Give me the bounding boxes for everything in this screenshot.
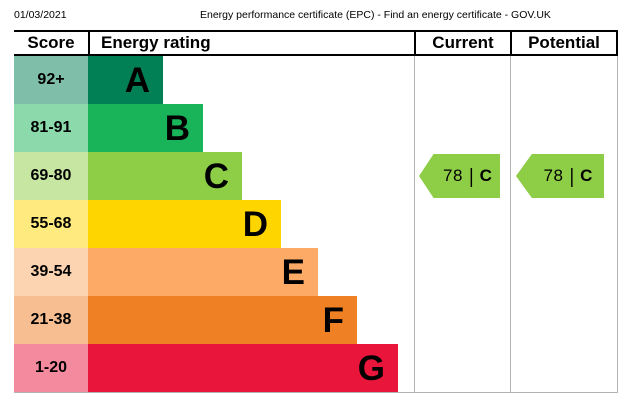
rating-band-row: 55-68 D bbox=[14, 200, 618, 248]
rating-band-row: 81-91 B bbox=[14, 104, 618, 152]
column-header-potential: Potential bbox=[510, 32, 618, 54]
band-letter: F bbox=[322, 300, 344, 340]
band-score-range: 55-68 bbox=[14, 200, 88, 248]
band-bar: B bbox=[88, 104, 203, 152]
band-letter: G bbox=[357, 348, 385, 388]
rating-band-row: 69-80 C bbox=[14, 152, 618, 200]
band-bar: C bbox=[88, 152, 242, 200]
band-bar: D bbox=[88, 200, 281, 248]
band-bar: F bbox=[88, 296, 357, 344]
rating-rows: 92+ A 81-91 B 69-80 C 55-68 D 39-54 E 21… bbox=[14, 56, 618, 393]
rating-band-row: 39-54 E bbox=[14, 248, 618, 296]
column-header-energy-rating: Energy rating bbox=[88, 32, 414, 54]
band-score-range: 1-20 bbox=[14, 344, 88, 392]
print-date: 01/03/2021 bbox=[14, 9, 67, 21]
chart-bottom-border bbox=[14, 392, 618, 393]
rating-band-row: 21-38 F bbox=[14, 296, 618, 344]
potential-rating-arrow: 78 | C bbox=[516, 154, 604, 198]
band-score-range: 81-91 bbox=[14, 104, 88, 152]
print-page-title: Energy performance certificate (EPC) - F… bbox=[200, 9, 551, 21]
rating-band-row: 1-20 G bbox=[14, 344, 618, 392]
band-letter: D bbox=[242, 204, 268, 244]
band-score-range: 39-54 bbox=[14, 248, 88, 296]
band-score-range: 21-38 bbox=[14, 296, 88, 344]
band-score-range: 69-80 bbox=[14, 152, 88, 200]
potential-rating-value: 78 bbox=[543, 166, 564, 185]
band-letter: A bbox=[124, 60, 150, 100]
current-rating-band: C bbox=[479, 166, 492, 185]
column-header-current: Current bbox=[414, 32, 510, 54]
current-rating-value: 78 bbox=[443, 166, 463, 185]
chart-right-border bbox=[617, 56, 618, 392]
band-bar: A bbox=[88, 56, 163, 104]
band-bar: E bbox=[88, 248, 318, 296]
band-letter: E bbox=[281, 252, 305, 292]
band-letter: C bbox=[203, 156, 229, 196]
rating-band-row: 92+ A bbox=[14, 56, 618, 104]
band-bar: G bbox=[88, 344, 398, 392]
epc-rating-chart: Score Energy rating Current Potential 92… bbox=[14, 30, 618, 393]
current-rating-divider: | bbox=[468, 163, 474, 187]
band-score-range: 92+ bbox=[14, 56, 88, 104]
band-letter: B bbox=[164, 108, 190, 148]
divider-current-potential bbox=[510, 56, 511, 392]
divider-energy-current bbox=[414, 56, 415, 392]
current-rating-arrow: 78 | C bbox=[419, 154, 500, 198]
chart-header-row: Score Energy rating Current Potential bbox=[14, 30, 618, 56]
potential-rating-band: C bbox=[580, 166, 593, 185]
potential-rating-divider: | bbox=[569, 163, 575, 187]
column-header-score: Score bbox=[27, 33, 75, 52]
